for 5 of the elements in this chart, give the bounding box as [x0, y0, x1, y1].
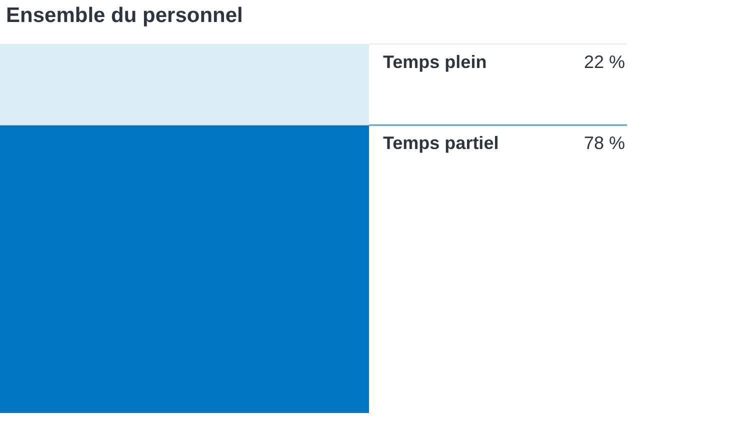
data-label: 22 %	[584, 52, 625, 72]
chart-title: Ensemble du personnel	[6, 4, 243, 27]
series-label: Temps partiel	[383, 133, 499, 154]
series-label: Temps plein	[383, 52, 487, 72]
data-label: 78 %	[584, 133, 625, 154]
